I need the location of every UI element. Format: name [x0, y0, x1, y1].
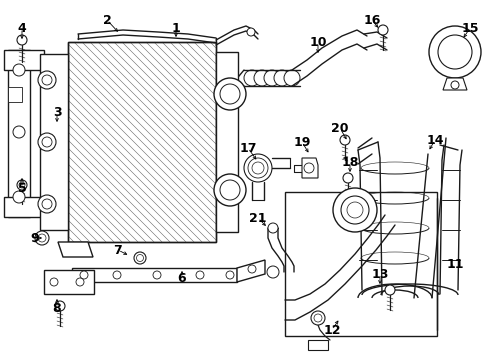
Text: 6: 6 — [177, 271, 186, 284]
Circle shape — [134, 252, 146, 264]
Circle shape — [214, 78, 245, 110]
Polygon shape — [4, 197, 44, 217]
Text: 8: 8 — [53, 302, 61, 315]
Polygon shape — [44, 270, 94, 294]
Polygon shape — [216, 52, 238, 232]
Text: 17: 17 — [239, 141, 256, 154]
Circle shape — [113, 271, 121, 279]
Circle shape — [55, 301, 65, 311]
Circle shape — [38, 133, 56, 151]
Polygon shape — [8, 50, 30, 217]
Text: 16: 16 — [363, 14, 380, 27]
Polygon shape — [8, 87, 22, 102]
Text: 3: 3 — [53, 105, 61, 118]
Text: 21: 21 — [249, 212, 266, 225]
Text: 18: 18 — [341, 156, 358, 168]
Circle shape — [332, 188, 376, 232]
Polygon shape — [68, 42, 216, 242]
Text: 1: 1 — [171, 22, 180, 35]
Polygon shape — [442, 78, 466, 90]
Circle shape — [450, 81, 458, 89]
Polygon shape — [4, 50, 44, 70]
Text: 4: 4 — [18, 22, 26, 35]
Circle shape — [17, 35, 27, 45]
Polygon shape — [302, 158, 317, 178]
Text: 2: 2 — [102, 14, 111, 27]
Polygon shape — [72, 268, 237, 282]
Text: 20: 20 — [330, 122, 348, 135]
Text: 19: 19 — [293, 135, 310, 149]
Circle shape — [13, 126, 25, 138]
Circle shape — [13, 64, 25, 76]
Circle shape — [153, 271, 161, 279]
Circle shape — [377, 25, 387, 35]
Circle shape — [13, 191, 25, 203]
Circle shape — [342, 173, 352, 183]
Circle shape — [246, 28, 254, 36]
Text: 14: 14 — [426, 134, 443, 147]
Circle shape — [225, 271, 234, 279]
Circle shape — [80, 271, 88, 279]
Circle shape — [428, 26, 480, 78]
Circle shape — [267, 223, 278, 233]
Polygon shape — [237, 260, 264, 282]
Circle shape — [253, 70, 269, 86]
Circle shape — [76, 278, 84, 286]
Circle shape — [196, 271, 203, 279]
Circle shape — [38, 71, 56, 89]
Text: 10: 10 — [308, 36, 326, 49]
Circle shape — [384, 285, 394, 295]
Circle shape — [244, 154, 271, 182]
Polygon shape — [40, 54, 68, 230]
Circle shape — [273, 70, 289, 86]
Text: 11: 11 — [446, 257, 463, 270]
Circle shape — [284, 70, 299, 86]
Circle shape — [17, 180, 27, 190]
Circle shape — [264, 70, 280, 86]
Text: 13: 13 — [370, 269, 388, 282]
Polygon shape — [58, 242, 93, 257]
Text: 15: 15 — [460, 22, 478, 35]
Circle shape — [244, 70, 260, 86]
Text: 7: 7 — [113, 243, 122, 257]
Circle shape — [339, 135, 349, 145]
Text: 5: 5 — [18, 181, 26, 194]
Circle shape — [38, 195, 56, 213]
Text: 9: 9 — [31, 231, 39, 244]
Circle shape — [50, 278, 58, 286]
Circle shape — [214, 174, 245, 206]
Circle shape — [247, 265, 256, 273]
Polygon shape — [307, 340, 327, 350]
Circle shape — [266, 266, 279, 278]
Text: 12: 12 — [323, 324, 340, 337]
Circle shape — [310, 311, 325, 325]
Circle shape — [35, 231, 49, 245]
